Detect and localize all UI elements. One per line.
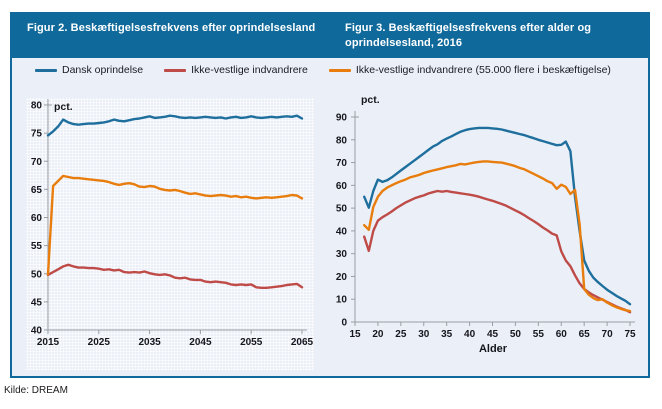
legend-item-ikke-vestlige-55000: Ikke-vestlige indvandrere (55.000 flere … (328, 64, 611, 76)
legend-line-swatch-blue (35, 68, 57, 72)
fig3-title: Figur 3. Beskæftigelsesfrekvens efter al… (345, 22, 592, 49)
legend-label: Ikke-vestlige indvandrere (55.000 flere … (355, 64, 611, 76)
legend-label: Dansk oprindelse (62, 64, 144, 76)
legend-line-swatch-orange (328, 68, 351, 72)
legend-line-swatch-red (164, 68, 187, 72)
legend: Dansk oprindelse Ikke-vestlige indvandre… (12, 64, 662, 76)
panel-header: Figur 2. Beskæftigelsesfrekvens efter op… (12, 14, 648, 58)
legend-item-dansk: Dansk oprindelse (35, 64, 143, 76)
panel-frame: Figur 2. Beskæftigelsesfrekvens efter op… (10, 12, 650, 378)
legend-item-ikke-vestlige: Ikke-vestlige indvandrere (164, 64, 308, 76)
fig2-title: Figur 2. Beskæftigelsesfrekvens efter op… (27, 22, 316, 34)
left-plot-background (26, 98, 314, 370)
source-note: Kilde: DREAM (4, 385, 68, 396)
legend-label: Ikke-vestlige indvandrere (191, 64, 308, 76)
